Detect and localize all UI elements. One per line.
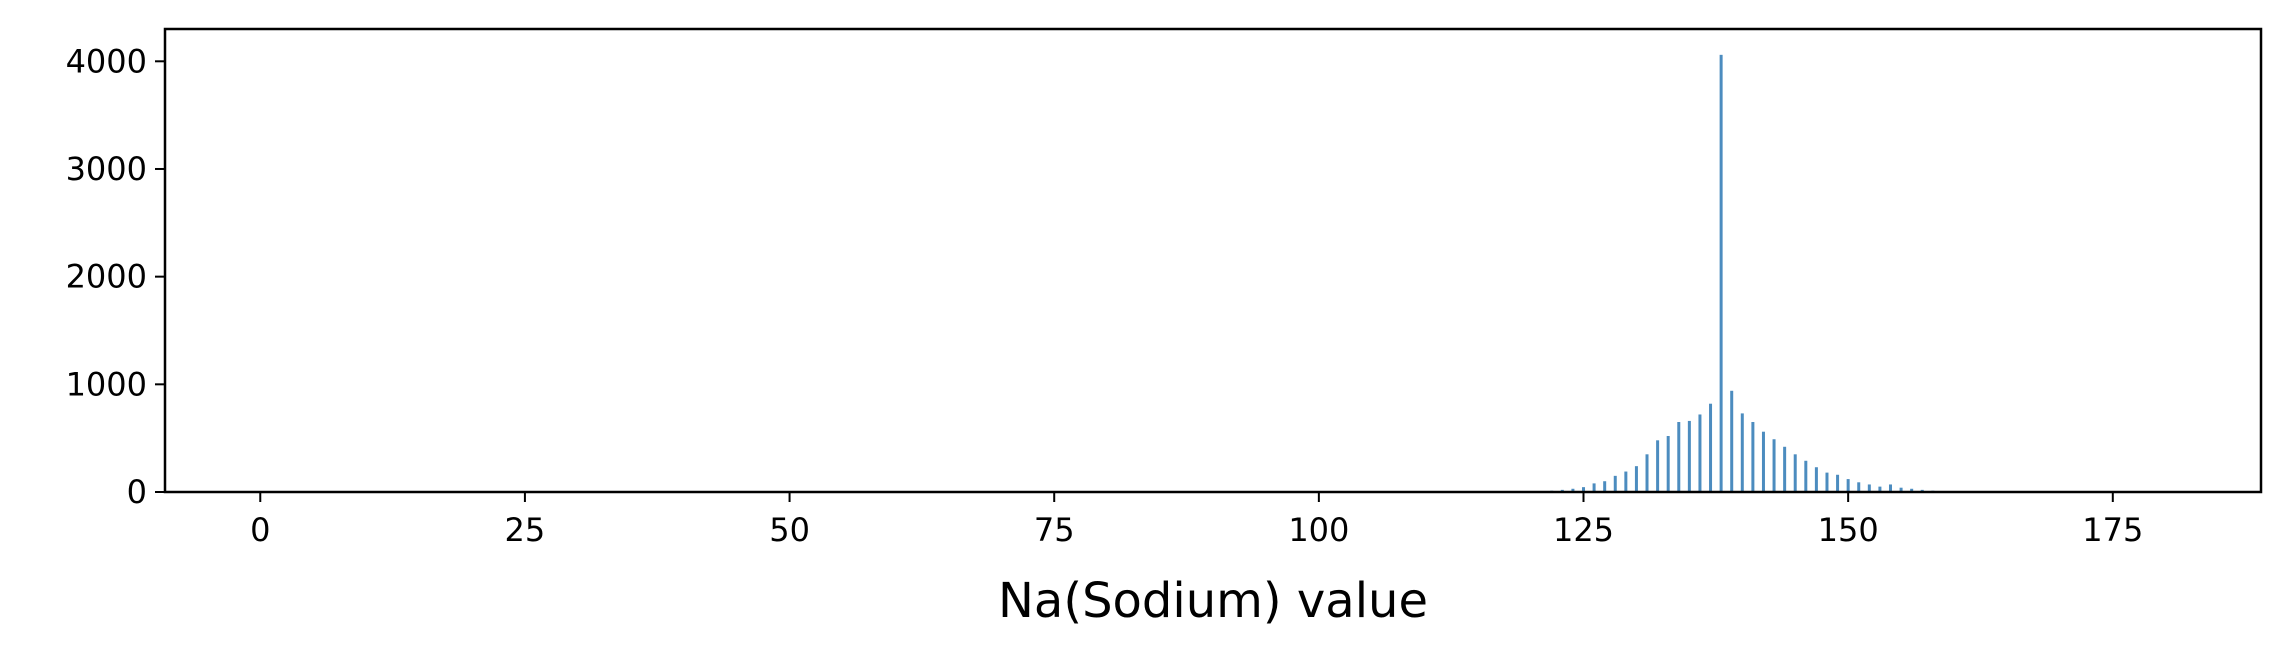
- y-axis-ticks: 0 1000 2000 3000 4000: [66, 42, 165, 511]
- histogram-bar: [1624, 471, 1628, 492]
- x-tick-label: 50: [769, 511, 810, 549]
- histogram-bar: [1698, 414, 1702, 492]
- histogram-bar: [1582, 487, 1586, 492]
- histogram-bar: [1846, 479, 1850, 492]
- x-tick-label: 175: [2082, 511, 2143, 549]
- histogram-bar: [1804, 460, 1808, 492]
- histogram-bar: [1740, 413, 1744, 492]
- histogram-bar: [1730, 390, 1734, 492]
- histogram-bar: [1772, 439, 1776, 492]
- histogram-bar: [1719, 54, 1723, 493]
- histogram-bar: [1613, 475, 1617, 492]
- plot-background: [165, 29, 2261, 492]
- y-tick-label: 3000: [66, 150, 147, 188]
- x-tick-label: 75: [1034, 511, 1075, 549]
- histogram-bar: [1825, 472, 1829, 492]
- histogram-bar: [1751, 422, 1755, 492]
- histogram-bar: [1867, 484, 1871, 492]
- x-tick-label: 150: [1818, 511, 1879, 549]
- y-tick-label: 1000: [66, 365, 147, 403]
- histogram-bar: [1878, 486, 1882, 492]
- histogram-bar: [1836, 474, 1840, 492]
- y-tick-label: 4000: [66, 42, 147, 80]
- histogram-bar: [1783, 446, 1787, 492]
- x-tick-label: 25: [505, 511, 546, 549]
- histogram-bar: [1603, 481, 1607, 492]
- plot-frame: [163, 27, 2263, 494]
- histogram-bar: [1910, 488, 1914, 492]
- histogram-bar: [1592, 483, 1596, 492]
- x-axis-label: Na(Sodium) value: [998, 573, 1428, 629]
- histogram-bar: [1645, 454, 1649, 492]
- histogram-bar: [1687, 420, 1691, 492]
- x-tick-label: 0: [250, 511, 270, 549]
- histogram-bar: [1666, 436, 1670, 492]
- histogram-bar: [1814, 467, 1818, 492]
- histogram-bar: [1571, 488, 1575, 492]
- x-tick-label: 125: [1553, 511, 1614, 549]
- histogram-bar: [1857, 482, 1861, 492]
- histogram-bar: [1709, 403, 1713, 492]
- histogram-bar: [1677, 422, 1681, 492]
- histogram-bar: [1899, 487, 1903, 492]
- y-tick-label: 2000: [66, 258, 147, 296]
- histogram-bar: [1888, 484, 1892, 492]
- y-tick-label: 0: [127, 473, 147, 511]
- x-axis-ticks: 0 25 50 75 100 125 150 175: [250, 492, 2143, 549]
- histogram-bar: [1793, 454, 1797, 492]
- histogram-bar: [1656, 440, 1660, 492]
- histogram-bar: [1761, 431, 1765, 492]
- histogram-bar: [1634, 466, 1638, 492]
- x-tick-label: 100: [1288, 511, 1349, 549]
